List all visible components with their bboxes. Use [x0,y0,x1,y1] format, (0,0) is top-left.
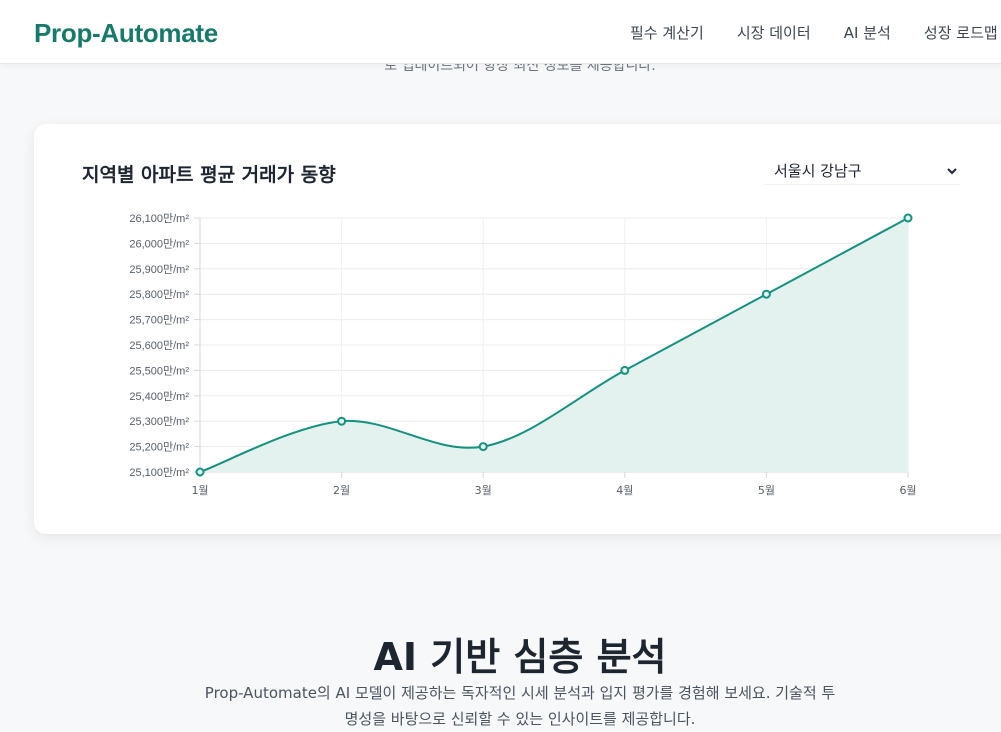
x-tick-label: 4월 [616,484,633,497]
y-tick-label: 25,600만/m² [129,339,189,352]
logo[interactable]: Prop-Automate [34,18,218,48]
ai-section-description: Prop-Automate의 AI 모델이 제공하는 독자적인 시세 분석과 입… [190,680,850,732]
main-nav: 필수 계산기 시장 데이터 AI 분석 성장 로드맵 [630,22,1001,43]
data-point [903,213,913,223]
x-tick-label: 1월 [191,484,208,497]
data-point [620,365,630,375]
data-point [337,416,347,426]
y-tick-label: 25,300만/m² [129,415,189,428]
ai-section-title: AI 기반 심층 분석 [373,635,667,679]
data-point [195,467,205,477]
data-point [761,289,771,299]
nav-calculator[interactable]: 필수 계산기 [630,24,704,42]
y-tick-label: 25,200만/m² [129,441,189,454]
y-tick-label: 25,900만/m² [129,263,189,276]
ai-description-line-1: Prop-Automate의 AI 모델이 제공하는 독자적인 시세 분석과 입… [204,684,836,702]
ai-description-line-2: 명성을 바탕으로 신뢰할 수 있는 인사이트를 제공합니다. [344,710,696,728]
y-tick-label: 25,100만/m² [129,466,189,479]
series-area-fill [200,218,908,472]
y-tick-label: 25,500만/m² [129,364,189,377]
series-line [199,217,909,473]
x-tick-label: 3월 [475,484,492,497]
x-tick-label: 5월 [758,484,775,497]
region-select[interactable]: 서울시 강남구 [764,157,960,185]
top-header: Prop-Automate 필수 계산기 시장 데이터 AI 분석 성장 로드맵 [0,0,1001,64]
price-trend-card: 지역별 아파트 평균 거래가 동향 서울시 강남구 25,100만/m² 25,2… [34,124,1001,534]
x-tick-label: 6월 [899,484,916,497]
chart-title: 지역별 아파트 평균 거래가 동향 [82,164,336,186]
y-tick-label: 26,000만/m² [129,237,189,250]
nav-growth-roadmap[interactable]: 성장 로드맵 [923,24,998,42]
nav-market-data[interactable]: 시장 데이터 [736,24,811,42]
x-tick-label: 2월 [333,484,350,497]
y-tick-label: 26,100만/m² [129,212,189,225]
y-tick-label: 25,700만/m² [129,314,189,327]
nav-ai-analysis[interactable]: AI 분석 [843,24,891,42]
y-tick-label: 25,800만/m² [129,288,189,301]
y-tick-label: 25,400만/m² [129,390,189,403]
data-point [478,442,488,452]
price-trend-chart: 25,100만/m² 25,200만/m² 25,300만/m² 25,400만/m²… [129,212,916,497]
